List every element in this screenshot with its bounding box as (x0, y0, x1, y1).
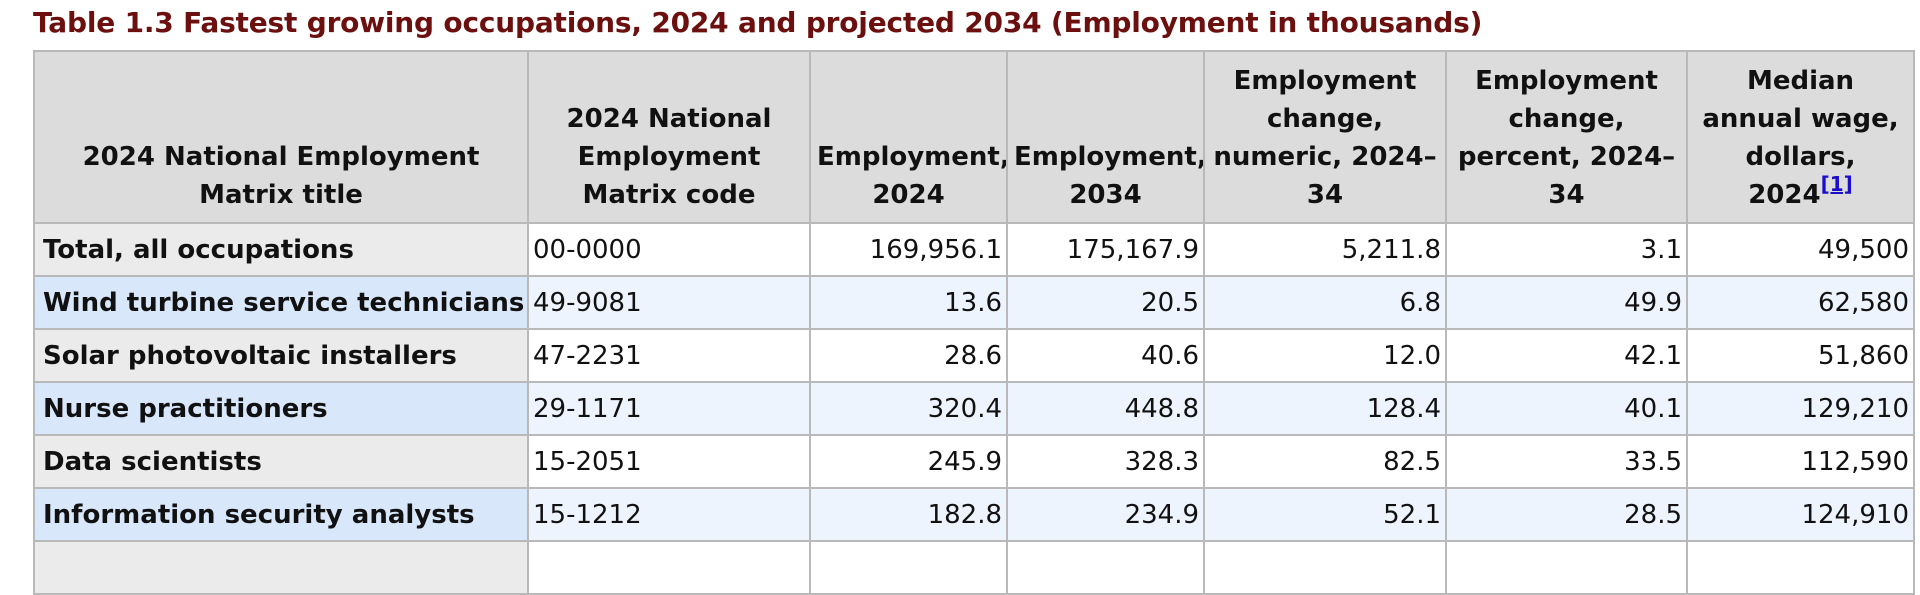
change-numeric: 5,211.8 (1203, 222, 1447, 277)
table-row: Solar photovoltaic installers 47-2231 28… (33, 328, 1915, 383)
median-wage: 51,860 (1686, 328, 1915, 383)
header-row: 2024 National Employment Matrix title 20… (33, 50, 1915, 224)
employment-2034: 175,167.9 (1006, 222, 1205, 277)
change-percent: 3.1 (1445, 222, 1688, 277)
table-row: Nurse practitioners 29-1171 320.4 448.8 … (33, 381, 1915, 436)
footnote-1-link[interactable]: [1] (1820, 172, 1853, 196)
occupation-title: Wind turbine service technicians (33, 275, 529, 330)
cell-empty (1686, 540, 1915, 595)
employment-2024: 320.4 (809, 381, 1008, 436)
occupation-title-empty (33, 540, 529, 595)
change-numeric: 12.0 (1203, 328, 1447, 383)
employment-2034: 234.9 (1006, 487, 1205, 542)
table-row-partial (33, 540, 1915, 595)
change-numeric: 52.1 (1203, 487, 1447, 542)
header-code: 2024 National Employment Matrix code (527, 50, 811, 224)
occupation-code: 15-2051 (527, 434, 811, 489)
occupations-table: 2024 National Employment Matrix title 20… (33, 50, 1915, 595)
occupation-title: Total, all occupations (33, 222, 529, 277)
change-numeric: 6.8 (1203, 275, 1447, 330)
employment-2034: 328.3 (1006, 434, 1205, 489)
change-numeric: 82.5 (1203, 434, 1447, 489)
employment-2024: 28.6 (809, 328, 1008, 383)
table-row: Total, all occupations 00-0000 169,956.1… (33, 222, 1915, 277)
table-row: Information security analysts 15-1212 18… (33, 487, 1915, 542)
median-wage: 62,580 (1686, 275, 1915, 330)
cell-empty (527, 540, 811, 595)
header-employment-2024: Employment, 2024 (809, 50, 1008, 224)
header-median-wage: Median annual wage, dollars, 2024[1] (1686, 50, 1915, 224)
occupation-title: Solar photovoltaic installers (33, 328, 529, 383)
occupation-code: 29-1171 (527, 381, 811, 436)
cell-empty (809, 540, 1008, 595)
median-wage: 112,590 (1686, 434, 1915, 489)
change-numeric: 128.4 (1203, 381, 1447, 436)
employment-2034: 40.6 (1006, 328, 1205, 383)
change-percent: 28.5 (1445, 487, 1688, 542)
median-wage: 129,210 (1686, 381, 1915, 436)
employment-2024: 182.8 (809, 487, 1008, 542)
header-change-numeric: Employment change, numeric, 2024–34 (1203, 50, 1447, 224)
occupation-code: 49-9081 (527, 275, 811, 330)
employment-2024: 13.6 (809, 275, 1008, 330)
header-title: 2024 National Employment Matrix title (33, 50, 529, 224)
table-row: Wind turbine service technicians 49-9081… (33, 275, 1915, 330)
table-row: Data scientists 15-2051 245.9 328.3 82.5… (33, 434, 1915, 489)
change-percent: 33.5 (1445, 434, 1688, 489)
header-employment-2034: Employment, 2034 (1006, 50, 1205, 224)
employment-2034: 448.8 (1006, 381, 1205, 436)
occupation-title: Information security analysts (33, 487, 529, 542)
cell-empty (1006, 540, 1205, 595)
header-change-percent: Employment change, percent, 2024–34 (1445, 50, 1688, 224)
header-median-wage-label: Median annual wage, dollars, 2024 (1702, 66, 1899, 210)
occupation-code: 15-1212 (527, 487, 811, 542)
median-wage: 49,500 (1686, 222, 1915, 277)
occupation-title: Nurse practitioners (33, 381, 529, 436)
employment-2024: 245.9 (809, 434, 1008, 489)
change-percent: 40.1 (1445, 381, 1688, 436)
occupation-code: 00-0000 (527, 222, 811, 277)
cell-empty (1445, 540, 1688, 595)
occupation-title: Data scientists (33, 434, 529, 489)
change-percent: 42.1 (1445, 328, 1688, 383)
table-caption: Table 1.3 Fastest growing occupations, 2… (33, 6, 1483, 39)
median-wage: 124,910 (1686, 487, 1915, 542)
employment-2024: 169,956.1 (809, 222, 1008, 277)
cell-empty (1203, 540, 1447, 595)
occupation-code: 47-2231 (527, 328, 811, 383)
change-percent: 49.9 (1445, 275, 1688, 330)
employment-2034: 20.5 (1006, 275, 1205, 330)
